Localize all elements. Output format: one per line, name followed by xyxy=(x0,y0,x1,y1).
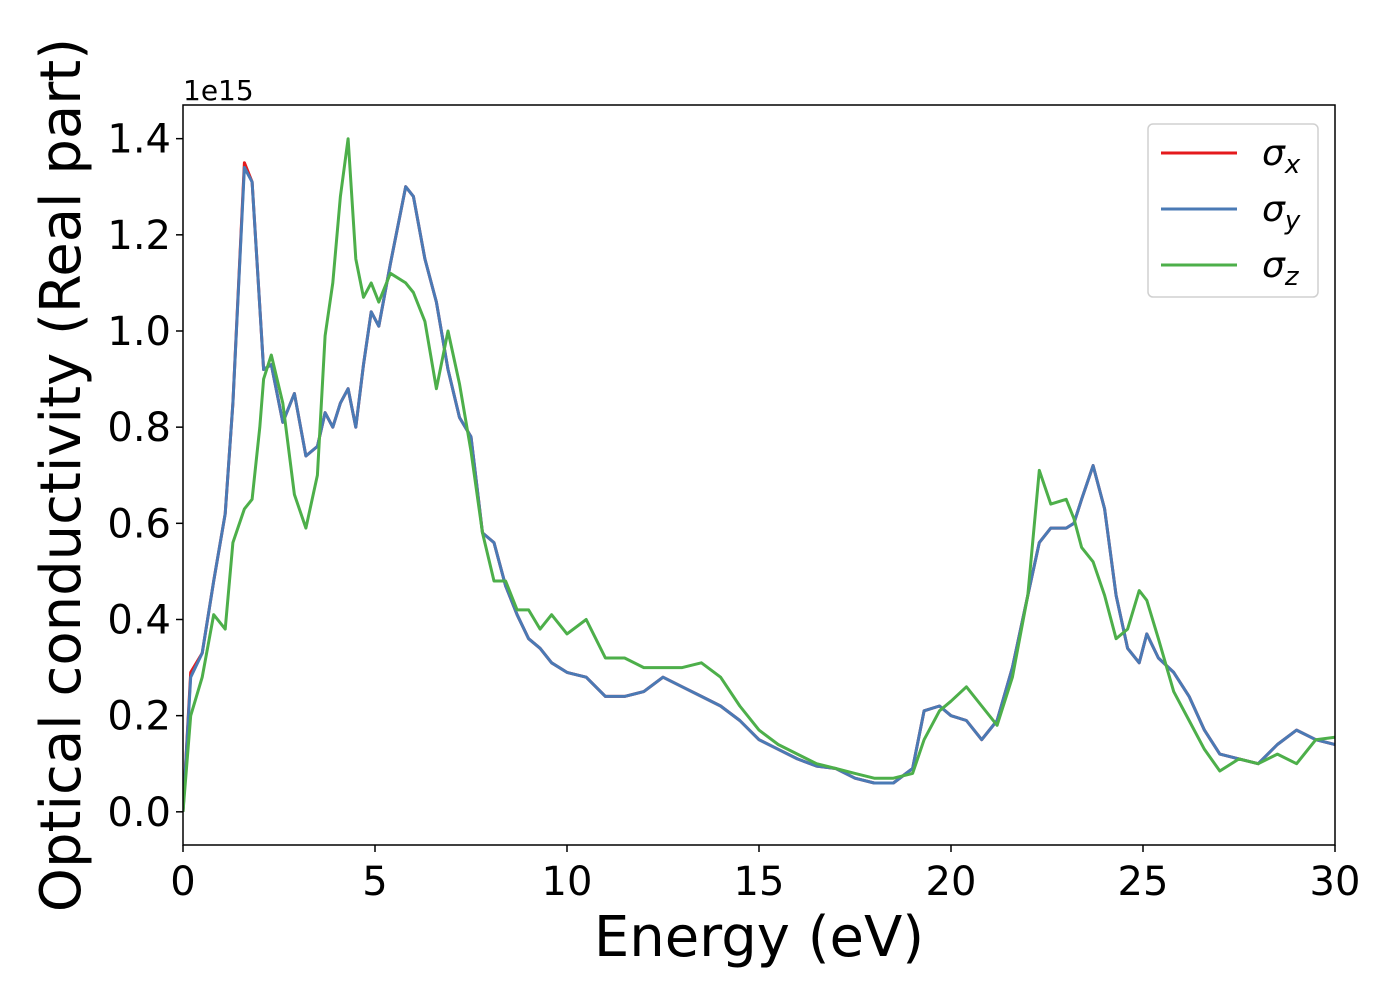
plot xyxy=(183,137,1335,812)
x-tick-label: 10 xyxy=(542,859,593,905)
x-tick-label: 5 xyxy=(362,859,387,905)
y-tick-label: 0.0 xyxy=(107,790,171,836)
x-tick-label: 15 xyxy=(734,859,785,905)
y-axis-label: Optical conductivity (Real part) xyxy=(29,38,94,912)
y-tick-label: 1.2 xyxy=(107,213,171,259)
x-tick-label: 20 xyxy=(926,859,977,905)
x-tick-label: 30 xyxy=(1310,859,1361,905)
x-axis-label: Energy (eV) xyxy=(594,905,924,970)
legend-label: σy xyxy=(1262,189,1301,236)
line-series xyxy=(183,137,1335,812)
y-tick-label: 1.0 xyxy=(107,309,171,355)
legend-label: σz xyxy=(1262,245,1300,292)
y-tick-label: 0.6 xyxy=(107,501,171,547)
y-tick-label: 0.4 xyxy=(107,597,171,643)
x-tick-label: 0 xyxy=(170,859,195,905)
y-tick-label: 0.8 xyxy=(107,405,171,451)
offset-label: 1e15 xyxy=(183,74,254,107)
x-tick-label: 25 xyxy=(1118,859,1169,905)
y-tick-label: 0.2 xyxy=(107,694,171,740)
legend-label: σx xyxy=(1262,133,1301,180)
y-tick-label: 1.4 xyxy=(107,117,171,163)
plot-frame xyxy=(182,104,1336,846)
